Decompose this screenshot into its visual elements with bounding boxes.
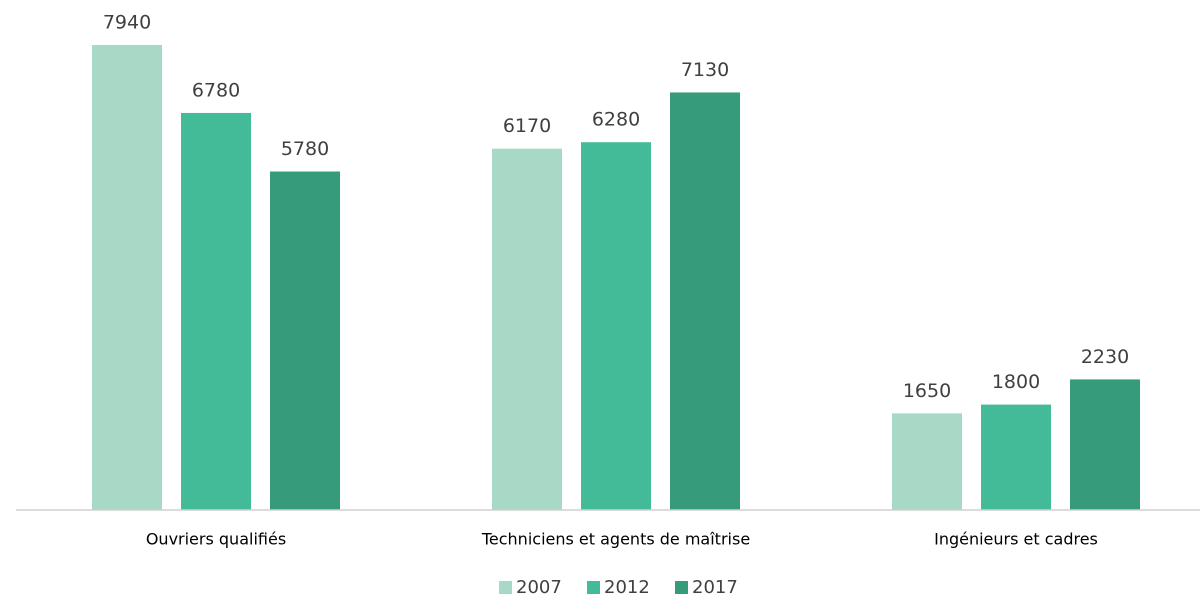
value-label: 7940 bbox=[103, 12, 151, 34]
legend-label: 2012 bbox=[604, 577, 650, 598]
legend-label: 2007 bbox=[516, 577, 562, 598]
value-label: 5780 bbox=[281, 138, 329, 160]
bar bbox=[1070, 379, 1140, 510]
bar bbox=[670, 92, 740, 510]
value-label: 6170 bbox=[503, 115, 551, 137]
bar bbox=[492, 148, 562, 510]
legend-swatch bbox=[675, 581, 688, 594]
bar bbox=[981, 404, 1051, 510]
value-label: 1800 bbox=[992, 371, 1040, 393]
legend-swatch bbox=[499, 581, 512, 594]
bar bbox=[92, 45, 162, 511]
value-label: 6780 bbox=[192, 79, 240, 101]
x-tick-label: Ingénieurs et cadres bbox=[934, 530, 1098, 549]
value-label: 2230 bbox=[1081, 346, 1129, 368]
bar bbox=[581, 142, 651, 511]
bar bbox=[270, 171, 340, 511]
bar bbox=[892, 413, 962, 510]
x-tick-label: Ouvriers qualifiés bbox=[146, 530, 286, 549]
x-tick-label: Techniciens et agents de maîtrise bbox=[481, 530, 750, 549]
legend-swatch bbox=[587, 581, 600, 594]
value-label: 7130 bbox=[681, 59, 729, 81]
bar bbox=[181, 112, 251, 510]
value-label: 1650 bbox=[903, 380, 951, 402]
legend-label: 2017 bbox=[692, 577, 738, 598]
value-label: 6280 bbox=[592, 109, 640, 131]
